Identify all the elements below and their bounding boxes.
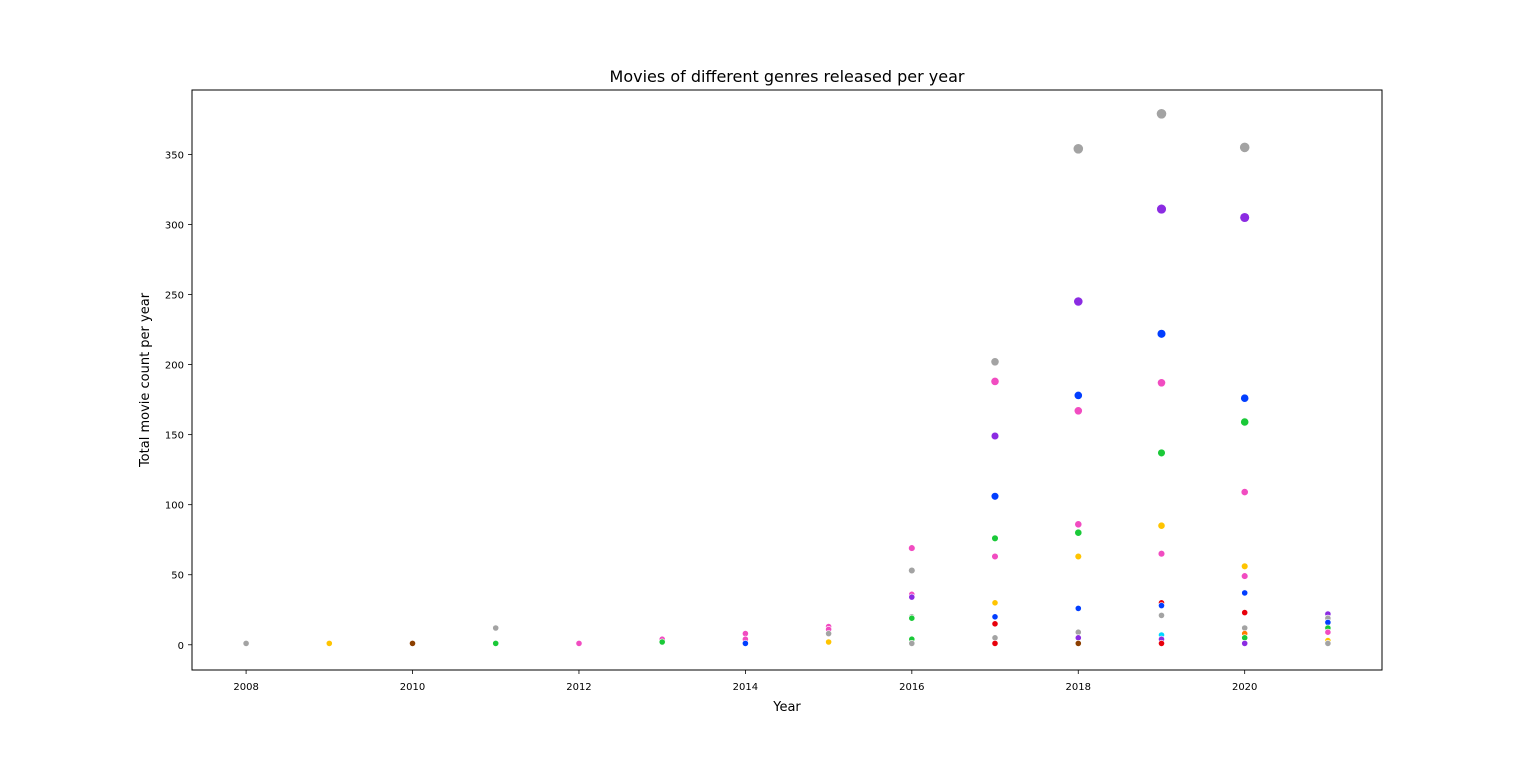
data-point: [1074, 628, 1082, 636]
y-tick-label: 200: [165, 361, 184, 372]
data-point: [1073, 390, 1083, 400]
data-point: [1241, 572, 1249, 580]
data-point: [1324, 640, 1332, 647]
x-axis-label: Year: [772, 700, 801, 715]
y-tick-label: 300: [165, 220, 184, 231]
data-point: [1074, 605, 1082, 612]
data-point: [825, 638, 832, 646]
data-point: [1241, 589, 1249, 597]
data-point: [1073, 296, 1084, 307]
x-axis-ticks: 2008 2010 2012 2014 2016 2018 2020: [233, 670, 1257, 693]
data-point: [908, 544, 916, 552]
data-point: [1074, 634, 1082, 642]
data-point: [1157, 448, 1166, 458]
data-point: [825, 630, 832, 637]
data-point: [658, 638, 666, 646]
y-tick-label: 100: [165, 501, 184, 512]
data-point: [991, 552, 999, 561]
data-point: [492, 640, 500, 647]
data-point: [1241, 624, 1249, 632]
data-point: [1241, 562, 1249, 570]
data-point: [1158, 602, 1165, 609]
data-point: [1074, 528, 1083, 537]
x-tick-label: 2008: [233, 682, 258, 693]
data-point: [1240, 488, 1249, 496]
y-axis-label: Total movie count per year: [138, 292, 153, 468]
y-tick-label: 250: [165, 291, 184, 302]
data-point: [742, 630, 749, 637]
data-point: [1074, 640, 1082, 647]
data-point: [1241, 640, 1249, 647]
data-point: [990, 376, 1000, 386]
data-point: [908, 614, 916, 622]
plot-area-frame: [191, 89, 1383, 671]
data-point: [991, 599, 999, 607]
data-point: [1239, 212, 1250, 223]
x-tick-label: 2018: [1066, 682, 1091, 693]
data-point: [990, 431, 1000, 441]
data-point: [991, 613, 999, 621]
data-point: [1324, 619, 1332, 626]
y-tick-label: 0: [178, 641, 184, 652]
data-point: [991, 634, 999, 642]
data-point: [1156, 108, 1167, 120]
data-point: [1324, 628, 1332, 636]
data-point: [1156, 329, 1167, 339]
data-point: [325, 640, 333, 647]
y-tick-label: 50: [171, 571, 184, 582]
data-point: [1158, 612, 1165, 619]
data-point: [1072, 143, 1084, 155]
x-tick-label: 2012: [566, 682, 591, 693]
data-point: [1241, 609, 1249, 616]
data-point: [742, 640, 749, 647]
y-tick-label: 150: [165, 431, 184, 442]
data-point: [492, 624, 500, 632]
data-point: [991, 620, 999, 628]
data-point: [908, 566, 916, 575]
data-point: [908, 593, 916, 601]
data-point: [1074, 520, 1083, 529]
data-point: [1158, 640, 1165, 647]
data-point: [242, 640, 250, 647]
y-axis-ticks: 0 50 100 150 200 250 300 350: [165, 150, 192, 652]
data-point: [991, 534, 999, 542]
data-point: [1241, 634, 1249, 642]
data-point: [1157, 550, 1166, 558]
data-point: [908, 640, 916, 647]
data-point: [1240, 393, 1250, 403]
data-point: [991, 640, 999, 647]
y-tick-label: 350: [165, 150, 184, 161]
data-points: [242, 108, 1332, 647]
data-point: [990, 357, 1000, 367]
data-point: [1074, 552, 1082, 561]
x-tick-label: 2016: [899, 682, 924, 693]
data-point: [575, 640, 583, 647]
chart-title: Movies of different genres released per …: [610, 67, 965, 86]
data-point: [1157, 378, 1166, 388]
x-tick-label: 2020: [1232, 682, 1257, 693]
x-tick-label: 2014: [733, 682, 758, 693]
x-tick-label: 2010: [400, 682, 425, 693]
data-point: [409, 640, 416, 647]
data-point: [1073, 406, 1083, 416]
data-point: [1239, 141, 1251, 153]
data-point: [990, 492, 1000, 501]
data-point: [1157, 521, 1166, 530]
data-point: [1156, 203, 1167, 215]
data-point: [1240, 417, 1250, 427]
